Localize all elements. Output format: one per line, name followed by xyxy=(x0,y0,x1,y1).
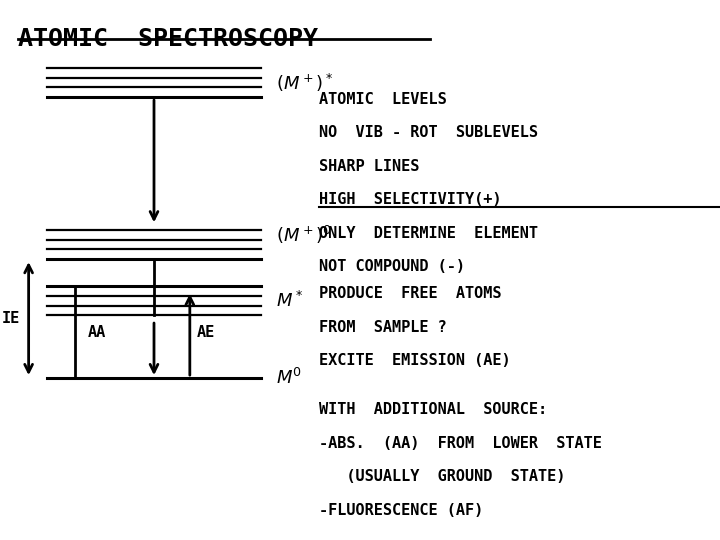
Text: IE: IE xyxy=(1,311,20,326)
Text: SHARP LINES: SHARP LINES xyxy=(319,159,419,174)
Text: $(M^+)^0$: $(M^+)^0$ xyxy=(276,224,332,246)
Text: EXCITE  EMISSION (AE): EXCITE EMISSION (AE) xyxy=(319,353,510,368)
Text: ATOMIC  SPECTROSCOPY: ATOMIC SPECTROSCOPY xyxy=(18,27,318,51)
Text: $M^*$: $M^*$ xyxy=(276,291,303,311)
Text: ONLY  DETERMINE  ELEMENT: ONLY DETERMINE ELEMENT xyxy=(319,226,538,241)
Text: ATOMIC  LEVELS: ATOMIC LEVELS xyxy=(319,92,446,107)
Text: FROM  SAMPLE ?: FROM SAMPLE ? xyxy=(319,320,446,335)
Text: NO  VIB - ROT  SUBLEVELS: NO VIB - ROT SUBLEVELS xyxy=(319,125,538,140)
Text: HIGH  SELECTIVITY(+): HIGH SELECTIVITY(+) xyxy=(319,192,501,207)
Text: -FLUORESCENCE (AF): -FLUORESCENCE (AF) xyxy=(319,503,483,518)
Text: $M^0$: $M^0$ xyxy=(276,368,302,388)
Text: NOT COMPOUND (-): NOT COMPOUND (-) xyxy=(319,259,465,274)
Text: $(M^+)^*$: $(M^+)^*$ xyxy=(276,72,333,93)
Text: PRODUCE  FREE  ATOMS: PRODUCE FREE ATOMS xyxy=(319,286,501,301)
Text: AA: AA xyxy=(88,325,107,340)
Text: -ABS.  (AA)  FROM  LOWER  STATE: -ABS. (AA) FROM LOWER STATE xyxy=(319,436,602,451)
Text: (USUALLY  GROUND  STATE): (USUALLY GROUND STATE) xyxy=(319,469,565,484)
Text: WITH  ADDITIONAL  SOURCE:: WITH ADDITIONAL SOURCE: xyxy=(319,402,547,417)
Text: AE: AE xyxy=(197,325,215,340)
